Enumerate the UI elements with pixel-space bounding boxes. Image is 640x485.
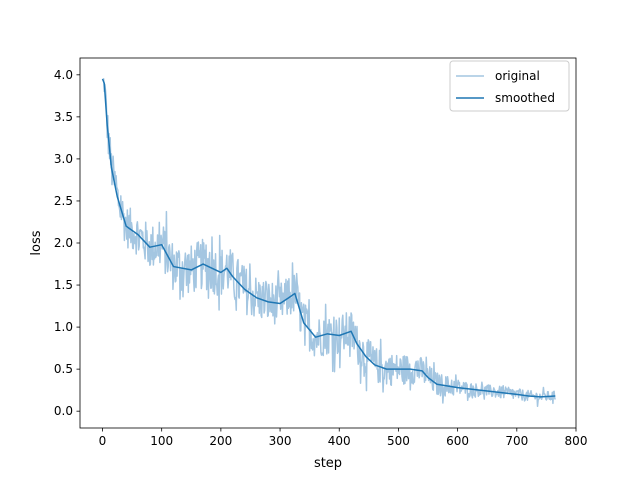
y-tick-label: 3.5	[54, 110, 73, 124]
legend-label-original: original	[495, 69, 540, 83]
x-tick-label: 200	[209, 434, 232, 448]
y-axis-label: loss	[29, 230, 44, 255]
x-tick-label: 100	[150, 434, 173, 448]
series-smoothed-line	[101, 78, 556, 398]
x-tick-label: 600	[446, 434, 469, 448]
legend-label-smoothed: smoothed	[495, 91, 555, 105]
y-tick-label: 0.0	[54, 404, 73, 418]
y-tick-label: 0.5	[54, 362, 73, 376]
axes: 0 100 200 300 400 500 600 700 800 0.0 0.5 1.0 1.5 2.0…	[54, 57, 588, 448]
x-tick-label: 400	[328, 434, 351, 448]
x-tick-label: 0	[99, 434, 107, 448]
x-tick-label: 500	[387, 434, 410, 448]
y-tick-label: 2.5	[54, 194, 73, 208]
x-axis-label: step	[314, 456, 342, 471]
series-original-line	[102, 78, 556, 408]
y-tick-label: 1.5	[54, 278, 73, 292]
x-tick-label: 700	[505, 434, 528, 448]
y-tick-label: 4.0	[54, 68, 73, 82]
legend: original smoothed	[449, 60, 570, 112]
y-tick-label: 1.0	[54, 320, 73, 334]
plot-lines	[101, 78, 556, 408]
y-tick-label: 2.0	[54, 236, 73, 250]
x-tick-label: 800	[565, 434, 588, 448]
x-tick-label: 300	[269, 434, 292, 448]
y-tick-label: 3.0	[54, 152, 73, 166]
